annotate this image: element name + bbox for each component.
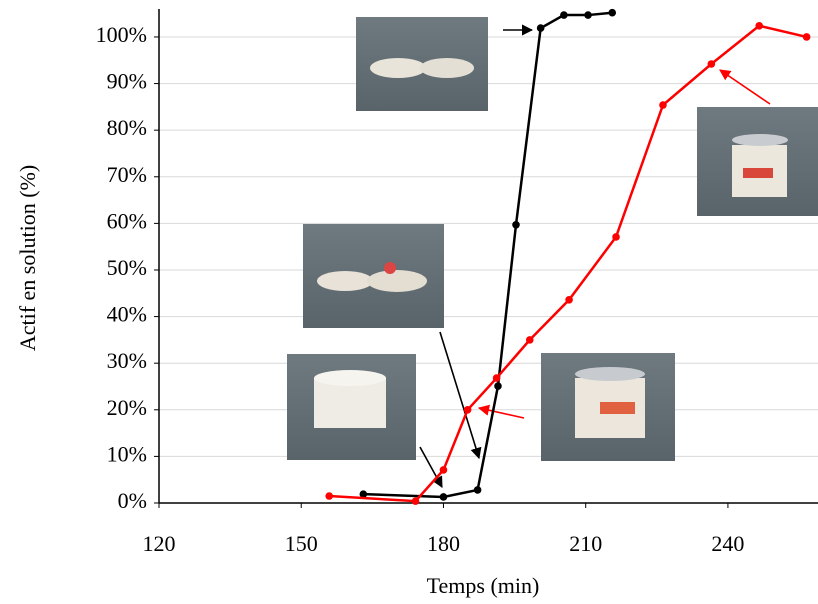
photos (287, 17, 818, 461)
y-tick-label: 0% (118, 488, 147, 513)
arrow (419, 446, 443, 488)
x-tick-label: 150 (285, 531, 318, 556)
data-point (560, 11, 568, 19)
y-tick-label: 60% (107, 208, 147, 233)
arrow (477, 404, 525, 419)
y-tick-label: 70% (107, 162, 147, 187)
x-tick-label: 180 (427, 531, 460, 556)
data-point (494, 382, 502, 390)
photo (697, 107, 818, 216)
data-point (565, 296, 573, 304)
y-tick-label: 100% (96, 22, 147, 47)
y-axis-title: Actif en solution (%) (15, 165, 40, 351)
photo (541, 353, 675, 461)
data-point (612, 233, 620, 241)
y-tick-label: 90% (107, 69, 147, 94)
data-point (411, 497, 420, 505)
arrow (439, 331, 482, 460)
photo (303, 224, 444, 328)
data-point (608, 8, 617, 17)
data-point (359, 490, 368, 498)
y-tick-label: 80% (107, 115, 147, 140)
data-point (584, 11, 592, 19)
data-point (525, 336, 534, 344)
data-point (659, 101, 667, 109)
data-point (439, 466, 448, 474)
data-point (755, 21, 764, 30)
photo (356, 17, 488, 111)
x-tick-label: 240 (711, 531, 744, 556)
data-point (707, 60, 716, 68)
data-point (802, 33, 811, 41)
data-point (473, 486, 482, 494)
y-tick-label: 30% (107, 348, 147, 373)
data-point (439, 493, 448, 501)
arrow (719, 69, 771, 105)
data-point (512, 220, 520, 229)
series-line (329, 24, 807, 503)
x-tick-label: 120 (143, 531, 176, 556)
data-point (325, 492, 334, 500)
x-tick-label: 210 (569, 531, 602, 556)
y-tick-label: 40% (107, 302, 147, 327)
photo (287, 354, 416, 460)
x-axis-title: Temps (min) (427, 573, 540, 598)
y-tick-label: 50% (107, 255, 147, 280)
data-point (492, 374, 501, 382)
y-tick-label: 20% (107, 395, 147, 420)
arrows (419, 24, 771, 488)
data-point (463, 405, 472, 414)
y-tick-label: 10% (107, 441, 147, 466)
data-point (536, 24, 545, 32)
